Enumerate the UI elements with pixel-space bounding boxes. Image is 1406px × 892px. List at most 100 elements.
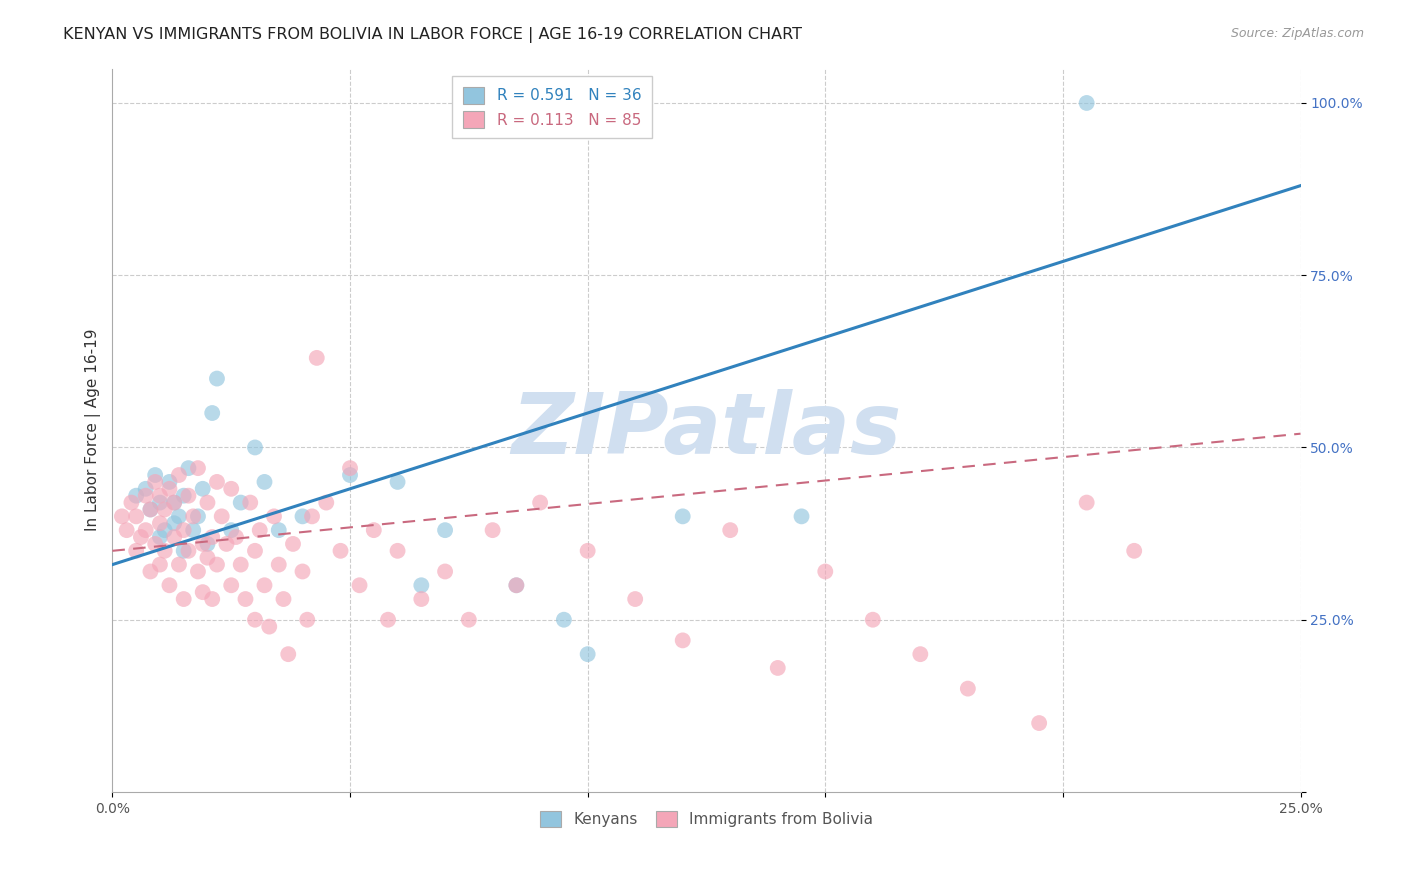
Point <box>211 509 233 524</box>
Point <box>159 482 181 496</box>
Legend: Kenyans, Immigrants from Bolivia: Kenyans, Immigrants from Bolivia <box>531 803 882 835</box>
Point <box>163 516 186 531</box>
Point <box>191 585 214 599</box>
Point <box>297 613 319 627</box>
Point <box>153 523 176 537</box>
Point <box>305 351 328 365</box>
Point <box>377 613 399 627</box>
Point <box>434 565 457 579</box>
Point <box>167 509 190 524</box>
Point <box>243 613 266 627</box>
Point <box>910 647 932 661</box>
Point <box>814 565 837 579</box>
Point <box>576 544 599 558</box>
Point <box>624 592 647 607</box>
Point <box>153 544 176 558</box>
Point <box>163 495 186 509</box>
Point <box>197 495 219 509</box>
Point <box>263 509 285 524</box>
Point <box>149 558 172 572</box>
Text: ZIPatlas: ZIPatlas <box>512 389 901 472</box>
Point <box>301 509 323 524</box>
Point <box>291 565 314 579</box>
Point <box>411 592 433 607</box>
Point <box>187 565 209 579</box>
Point <box>1076 95 1098 110</box>
Point <box>267 558 290 572</box>
Point <box>273 592 295 607</box>
Point <box>187 461 209 475</box>
Point <box>197 537 219 551</box>
Point <box>339 468 361 483</box>
Point <box>315 495 337 509</box>
Point <box>672 509 695 524</box>
Point <box>201 530 224 544</box>
Point <box>387 475 409 489</box>
Point <box>187 509 209 524</box>
Point <box>159 578 181 592</box>
Point <box>790 509 813 524</box>
Point <box>277 647 299 661</box>
Point <box>257 619 280 633</box>
Text: Source: ZipAtlas.com: Source: ZipAtlas.com <box>1230 27 1364 40</box>
Point <box>505 578 527 592</box>
Point <box>481 523 503 537</box>
Point <box>766 661 789 675</box>
Point <box>135 489 157 503</box>
Point <box>1123 544 1146 558</box>
Point <box>339 461 361 475</box>
Point <box>956 681 979 696</box>
Point <box>349 578 371 592</box>
Point <box>167 558 190 572</box>
Point <box>181 509 204 524</box>
Point <box>181 523 204 537</box>
Point <box>219 482 242 496</box>
Point <box>149 516 172 531</box>
Point <box>219 578 242 592</box>
Point <box>143 537 166 551</box>
Point <box>235 592 257 607</box>
Point <box>219 523 242 537</box>
Point <box>191 537 214 551</box>
Point <box>135 523 157 537</box>
Point <box>139 502 162 516</box>
Point <box>281 537 304 551</box>
Point <box>153 502 176 516</box>
Point <box>177 544 200 558</box>
Point <box>163 495 186 509</box>
Point <box>205 558 228 572</box>
Point <box>411 578 433 592</box>
Point <box>167 468 190 483</box>
Point <box>173 544 195 558</box>
Point <box>215 537 238 551</box>
Point <box>243 544 266 558</box>
Point <box>576 647 599 661</box>
Point <box>149 530 172 544</box>
Point <box>329 544 352 558</box>
Point <box>125 489 148 503</box>
Point <box>159 475 181 489</box>
Point <box>1076 495 1098 509</box>
Point <box>205 475 228 489</box>
Point <box>177 461 200 475</box>
Point <box>149 489 172 503</box>
Point <box>173 489 195 503</box>
Point <box>225 530 247 544</box>
Point <box>125 544 148 558</box>
Point <box>120 495 142 509</box>
Point <box>434 523 457 537</box>
Point <box>862 613 884 627</box>
Point <box>291 509 314 524</box>
Point <box>553 613 575 627</box>
Point <box>111 509 134 524</box>
Point <box>672 633 695 648</box>
Point <box>505 578 527 592</box>
Point <box>143 468 166 483</box>
Point <box>139 502 162 516</box>
Point <box>191 482 214 496</box>
Point <box>149 495 172 509</box>
Point <box>139 565 162 579</box>
Point <box>163 530 186 544</box>
Point <box>143 475 166 489</box>
Y-axis label: In Labor Force | Age 16-19: In Labor Force | Age 16-19 <box>86 329 101 532</box>
